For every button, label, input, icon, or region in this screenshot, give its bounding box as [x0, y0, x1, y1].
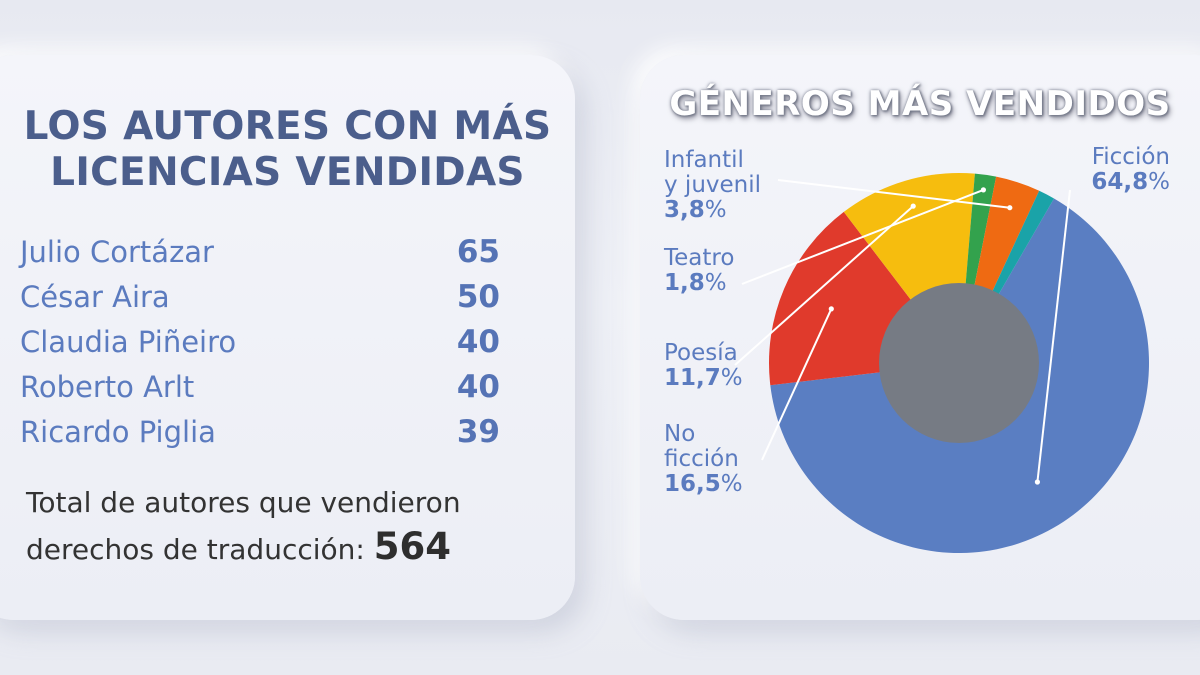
slice-label-teatro: Teatro 1,8%: [664, 246, 734, 296]
leader-dot: [1007, 205, 1013, 211]
slice-label-value: 64,8%: [1091, 169, 1170, 195]
slice-label-value: 3,8%: [664, 197, 727, 223]
leader-dot: [980, 187, 987, 193]
total-line1: Total de autores que vendieron: [26, 486, 461, 519]
slice-label-name: ficción: [664, 446, 739, 472]
leader-line: [741, 188, 984, 285]
authors-title-line2: LICENCIAS VENDIDAS: [50, 150, 525, 195]
author-row: Roberto Arlt 40: [20, 364, 500, 409]
slice-label-value: 11,7%: [664, 365, 743, 391]
slice-label-ficcion: Ficción 64,8%: [1091, 145, 1170, 195]
leader-dot: [1034, 479, 1040, 485]
slice-label-value: 16,5%: [664, 471, 743, 497]
slice-label-poesia: Poesía 11,7%: [664, 341, 743, 391]
author-count: 65: [456, 233, 500, 270]
slice-label-name: y juvenil: [664, 172, 762, 198]
slice-label-value: 1,8%: [664, 270, 727, 296]
slice-label-name: No: [664, 421, 696, 447]
authors-card: [0, 55, 575, 620]
author-row: César Aira 50: [20, 274, 500, 319]
total-line2: derechos de traducción:: [26, 533, 365, 566]
author-row: Julio Cortázar 65: [20, 229, 500, 274]
author-name: Claudia Piñeiro: [20, 324, 237, 359]
slice-label-name: Ficción: [1091, 144, 1170, 170]
author-list: Julio Cortázar 65 César Aira 50 Claudia …: [20, 229, 500, 454]
author-name: Ricardo Piglia: [20, 414, 216, 449]
author-count: 39: [456, 413, 500, 450]
author-count: 40: [456, 368, 500, 405]
author-row: Ricardo Piglia 39: [20, 409, 500, 454]
slice-label-name: Teatro: [664, 245, 735, 271]
authors-title-line1: LOS AUTORES CON MÁS: [23, 104, 552, 149]
leader-line: [761, 308, 833, 461]
slice-label-no-ficcion: No ficción 16,5%: [664, 422, 743, 497]
author-count: 50: [456, 278, 500, 315]
author-name: César Aira: [20, 279, 170, 314]
leader-dot: [828, 306, 834, 312]
slice-label-infantil: Infantil y juvenil 3,8%: [664, 148, 761, 223]
total-value: 564: [373, 525, 451, 568]
leader-line: [1036, 189, 1071, 483]
leader-dot: [910, 203, 916, 209]
author-row: Claudia Piñeiro 40: [20, 319, 500, 364]
slice-label-name: Infantil: [664, 147, 744, 173]
author-name: Roberto Arlt: [20, 369, 195, 404]
pie-hole: [879, 283, 1039, 443]
total-authors: Total de autores que vendieron derechos …: [26, 481, 566, 572]
slice-label-name: Poesía: [664, 340, 738, 366]
author-name: Julio Cortázar: [20, 234, 214, 269]
chart-title: GÉNEROS MÁS VENDIDOS: [669, 84, 1171, 124]
author-count: 40: [456, 323, 500, 360]
leader-line: [777, 179, 1010, 209]
authors-title: LOS AUTORES CON MÁS LICENCIAS VENDIDAS: [0, 104, 575, 196]
leader-line: [734, 205, 914, 366]
total-line2-wrap: derechos de traducción: 564: [26, 525, 566, 572]
